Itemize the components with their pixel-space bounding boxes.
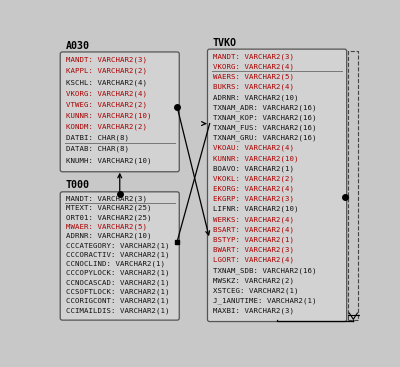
Text: CCNOCLIND: VARCHAR2(1): CCNOCLIND: VARCHAR2(1)	[66, 261, 165, 267]
Text: DATBI: CHAR(8): DATBI: CHAR(8)	[66, 135, 129, 141]
Text: ORT01: VARCHAR2(25): ORT01: VARCHAR2(25)	[66, 214, 152, 221]
Text: CCCORACTIV: VARCHAR2(1): CCCORACTIV: VARCHAR2(1)	[66, 251, 170, 258]
Text: WERKS: VARCHAR2(4): WERKS: VARCHAR2(4)	[213, 216, 294, 223]
FancyBboxPatch shape	[60, 52, 179, 172]
Text: T000: T000	[66, 181, 90, 190]
Text: LGORT: VARCHAR2(4): LGORT: VARCHAR2(4)	[213, 257, 294, 264]
Text: ADRNR: VARCHAR2(10): ADRNR: VARCHAR2(10)	[213, 94, 299, 101]
Text: VKOAU: VARCHAR2(4): VKOAU: VARCHAR2(4)	[213, 145, 294, 152]
Text: TXNAM_GRU: VARCHAR2(16): TXNAM_GRU: VARCHAR2(16)	[213, 135, 317, 141]
Text: CCIMAILDIS: VARCHAR2(1): CCIMAILDIS: VARCHAR2(1)	[66, 307, 170, 313]
Bar	[175, 240, 179, 244]
Text: TXNAM_KOP: VARCHAR2(16): TXNAM_KOP: VARCHAR2(16)	[213, 115, 317, 121]
Text: BOAVO: VARCHAR2(1): BOAVO: VARCHAR2(1)	[213, 165, 294, 172]
Text: MWSKZ: VARCHAR2(2): MWSKZ: VARCHAR2(2)	[213, 277, 294, 284]
Text: VKOKL: VARCHAR2(2): VKOKL: VARCHAR2(2)	[213, 175, 294, 182]
Text: ADRNR: VARCHAR2(10): ADRNR: VARCHAR2(10)	[66, 233, 152, 239]
Text: CCCOPYLOCK: VARCHAR2(1): CCCOPYLOCK: VARCHAR2(1)	[66, 270, 170, 276]
Text: TXNAM_FUS: VARCHAR2(16): TXNAM_FUS: VARCHAR2(16)	[213, 124, 317, 131]
Text: CCORIGCONT: VARCHAR2(1): CCORIGCONT: VARCHAR2(1)	[66, 298, 170, 304]
Text: CCCATEGORY: VARCHAR2(1): CCCATEGORY: VARCHAR2(1)	[66, 242, 170, 248]
Text: CCSOFTLOCK: VARCHAR2(1): CCSOFTLOCK: VARCHAR2(1)	[66, 288, 170, 295]
Text: LIFNR: VARCHAR2(10): LIFNR: VARCHAR2(10)	[213, 206, 299, 212]
Text: KAPPL: VARCHAR2(2): KAPPL: VARCHAR2(2)	[66, 68, 147, 75]
Text: KSCHL: VARCHAR2(4): KSCHL: VARCHAR2(4)	[66, 79, 147, 86]
Text: VKORG: VARCHAR2(4): VKORG: VARCHAR2(4)	[66, 90, 147, 97]
Text: MANDT: VARCHAR2(3): MANDT: VARCHAR2(3)	[66, 196, 147, 202]
Text: BSTYP: VARCHAR2(1): BSTYP: VARCHAR2(1)	[213, 236, 294, 243]
Text: MWAER: VARCHAR2(5): MWAER: VARCHAR2(5)	[66, 224, 147, 230]
Text: MTEXT: VARCHAR2(25): MTEXT: VARCHAR2(25)	[66, 205, 152, 211]
Text: EKGRP: VARCHAR2(3): EKGRP: VARCHAR2(3)	[213, 196, 294, 202]
Text: DATAB: CHAR(8): DATAB: CHAR(8)	[66, 146, 129, 152]
Text: CCNOCASCAD: VARCHAR2(1): CCNOCASCAD: VARCHAR2(1)	[66, 279, 170, 286]
Text: MANDT: VARCHAR2(3): MANDT: VARCHAR2(3)	[66, 57, 147, 63]
Text: A030: A030	[66, 40, 90, 51]
Text: TVKO: TVKO	[213, 38, 237, 48]
Text: MANDT: VARCHAR2(3): MANDT: VARCHAR2(3)	[213, 54, 294, 60]
Text: BUKRS: VARCHAR2(4): BUKRS: VARCHAR2(4)	[213, 84, 294, 90]
Text: WAERS: VARCHAR2(5): WAERS: VARCHAR2(5)	[213, 74, 294, 80]
Bar	[348, 51, 358, 320]
Text: TXNAM_ADR: VARCHAR2(16): TXNAM_ADR: VARCHAR2(16)	[213, 104, 317, 111]
Text: KUNNR: VARCHAR2(10): KUNNR: VARCHAR2(10)	[66, 113, 152, 119]
Text: BWART: VARCHAR2(3): BWART: VARCHAR2(3)	[213, 247, 294, 253]
Text: MAXBI: VARCHAR2(3): MAXBI: VARCHAR2(3)	[213, 308, 294, 314]
Text: EKORG: VARCHAR2(4): EKORG: VARCHAR2(4)	[213, 186, 294, 192]
Text: VKORG: VARCHAR2(4): VKORG: VARCHAR2(4)	[213, 63, 294, 70]
Text: TXNAM_SDB: VARCHAR2(16): TXNAM_SDB: VARCHAR2(16)	[213, 267, 317, 273]
Text: VTWEG: VARCHAR2(2): VTWEG: VARCHAR2(2)	[66, 101, 147, 108]
Text: KNUMH: VARCHAR2(10): KNUMH: VARCHAR2(10)	[66, 157, 152, 164]
FancyBboxPatch shape	[208, 49, 347, 321]
Text: BSART: VARCHAR2(4): BSART: VARCHAR2(4)	[213, 226, 294, 233]
Text: J_1ANUTIME: VARCHAR2(1): J_1ANUTIME: VARCHAR2(1)	[213, 297, 317, 304]
Text: KUNNR: VARCHAR2(10): KUNNR: VARCHAR2(10)	[213, 155, 299, 161]
Text: XSTCEG: VARCHAR2(1): XSTCEG: VARCHAR2(1)	[213, 287, 299, 294]
FancyBboxPatch shape	[60, 192, 179, 320]
Text: KONDM: VARCHAR2(2): KONDM: VARCHAR2(2)	[66, 124, 147, 130]
